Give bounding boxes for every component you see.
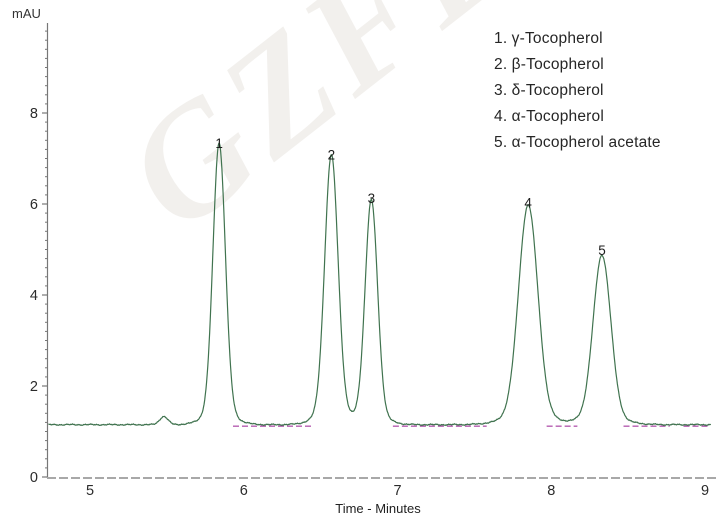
- y-axis-tick-label: 8: [30, 106, 38, 122]
- x-axis-tick-label: 6: [240, 483, 248, 499]
- legend-entry-5: 5. α-Tocopherol acetate: [494, 130, 661, 156]
- legend-entry-name: β-Tocopherol: [511, 56, 604, 73]
- peak-label-3: 3: [368, 191, 376, 206]
- y-axis-unit-label: mAU: [12, 6, 41, 21]
- peak-legend: 1. γ-Tocopherol 2. β-Tocopherol 3. δ-Toc…: [494, 26, 661, 156]
- legend-entry-name: α-Tocopherol: [511, 108, 604, 125]
- y-axis-tick-label: 6: [30, 197, 38, 213]
- legend-entry-number: 5.: [494, 134, 508, 151]
- y-axis-tick-label: 0: [30, 470, 38, 486]
- legend-entry-name: α-Tocopherol acetate: [511, 134, 661, 151]
- peak-label-2: 2: [328, 148, 336, 163]
- legend-entry-3: 3. δ-Tocopherol: [494, 78, 661, 104]
- y-axis-tick-label: 4: [30, 288, 38, 304]
- x-axis-tick-label: 5: [86, 483, 94, 499]
- legend-entry-number: 2.: [494, 56, 508, 73]
- legend-entry-4: 4. α-Tocopherol: [494, 104, 661, 130]
- legend-entry-number: 1.: [494, 30, 508, 47]
- legend-entry-2: 2. β-Tocopherol: [494, 52, 661, 78]
- y-axis: 0 2 4 6 8: [30, 23, 49, 486]
- legend-entry-number: 3.: [494, 82, 508, 99]
- x-axis: 5 6 7 8 9: [47, 477, 718, 499]
- chromatogram-trace: [48, 142, 712, 427]
- y-axis-tick-label: 2: [30, 379, 38, 395]
- peak-label-4: 4: [524, 195, 532, 210]
- peak-label-5: 5: [598, 243, 606, 258]
- legend-entry-name: γ-Tocopherol: [511, 30, 603, 47]
- trace-group: [48, 142, 712, 427]
- peak-label-1: 1: [215, 136, 223, 151]
- x-axis-tick-label: 7: [393, 483, 401, 499]
- x-axis-tick-label: 8: [547, 483, 555, 499]
- legend-entry-name: δ-Tocopherol: [511, 82, 604, 99]
- x-axis-title: Time - Minutes: [335, 501, 421, 516]
- legend-entry-1: 1. γ-Tocopherol: [494, 26, 661, 52]
- peak-number-labels: 1 2 3 4 5: [215, 136, 605, 258]
- x-axis-tick-label: 9: [701, 483, 709, 499]
- legend-entry-number: 4.: [494, 108, 508, 125]
